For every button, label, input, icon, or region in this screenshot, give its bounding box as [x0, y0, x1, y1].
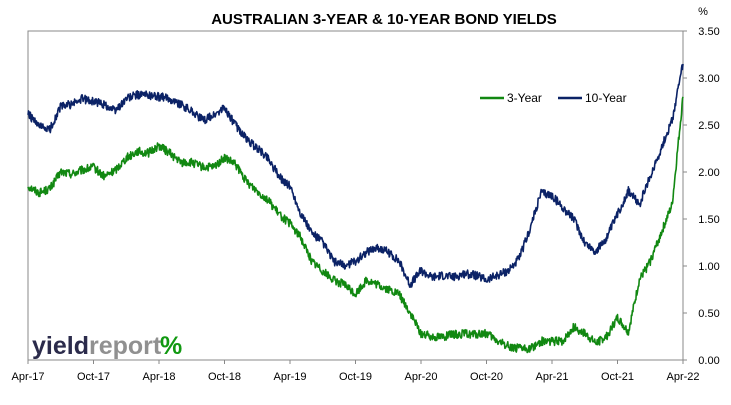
x-tick-label: Apr-17 — [11, 371, 44, 383]
y-tick-label: 1.00 — [698, 261, 719, 273]
y-tick-label: 3.50 — [698, 26, 719, 38]
legend-label-10-year: 10-Year — [585, 91, 627, 105]
series-lines — [27, 63, 684, 354]
y-axis-unit-label: % — [698, 6, 708, 18]
x-tick-label: Oct-17 — [77, 371, 110, 383]
series-line-10-year — [27, 63, 684, 288]
y-tick-label: 1.50 — [698, 214, 719, 226]
x-tick-label: Apr-21 — [535, 371, 568, 383]
legend-label-3-year: 3-Year — [507, 91, 542, 105]
yieldreport-logo: yieldreport % — [32, 332, 182, 360]
x-tick-label: Oct-18 — [208, 371, 241, 383]
y-axis-ticks: 0.00 0.50 1.00 1.50 2.00 2.50 3.00 3.50 — [683, 26, 720, 367]
plot-area-border — [27, 30, 684, 361]
y-tick-label: 2.50 — [698, 120, 719, 132]
y-tick-label: 3.00 — [698, 73, 719, 85]
series-line-3-year — [27, 96, 684, 354]
x-tick-label: Apr-20 — [404, 371, 437, 383]
logo-wordmark: yieldreport — [32, 332, 162, 360]
x-tick-label: Apr-19 — [273, 371, 306, 383]
chart-title: AUSTRALIAN 3-YEAR & 10-YEAR BOND YIELDS — [211, 11, 557, 28]
y-tick-label: 0.00 — [698, 355, 719, 367]
logo-percent-symbol: % — [160, 332, 182, 360]
x-axis-ticks: Apr-17 Oct-17 Apr-18 Oct-18 Apr-19 Oct-19 Apr-… — [11, 360, 700, 383]
x-tick-label: Oct-21 — [601, 371, 634, 383]
x-tick-label: Oct-20 — [470, 371, 503, 383]
y-tick-label: 2.00 — [698, 167, 719, 179]
x-tick-label: Apr-22 — [666, 371, 699, 383]
x-tick-label: Oct-19 — [339, 371, 372, 383]
y-tick-label: 0.50 — [698, 308, 719, 320]
x-tick-label: Apr-18 — [142, 371, 175, 383]
chart-legend: 3-Year 10-Year — [480, 91, 627, 105]
